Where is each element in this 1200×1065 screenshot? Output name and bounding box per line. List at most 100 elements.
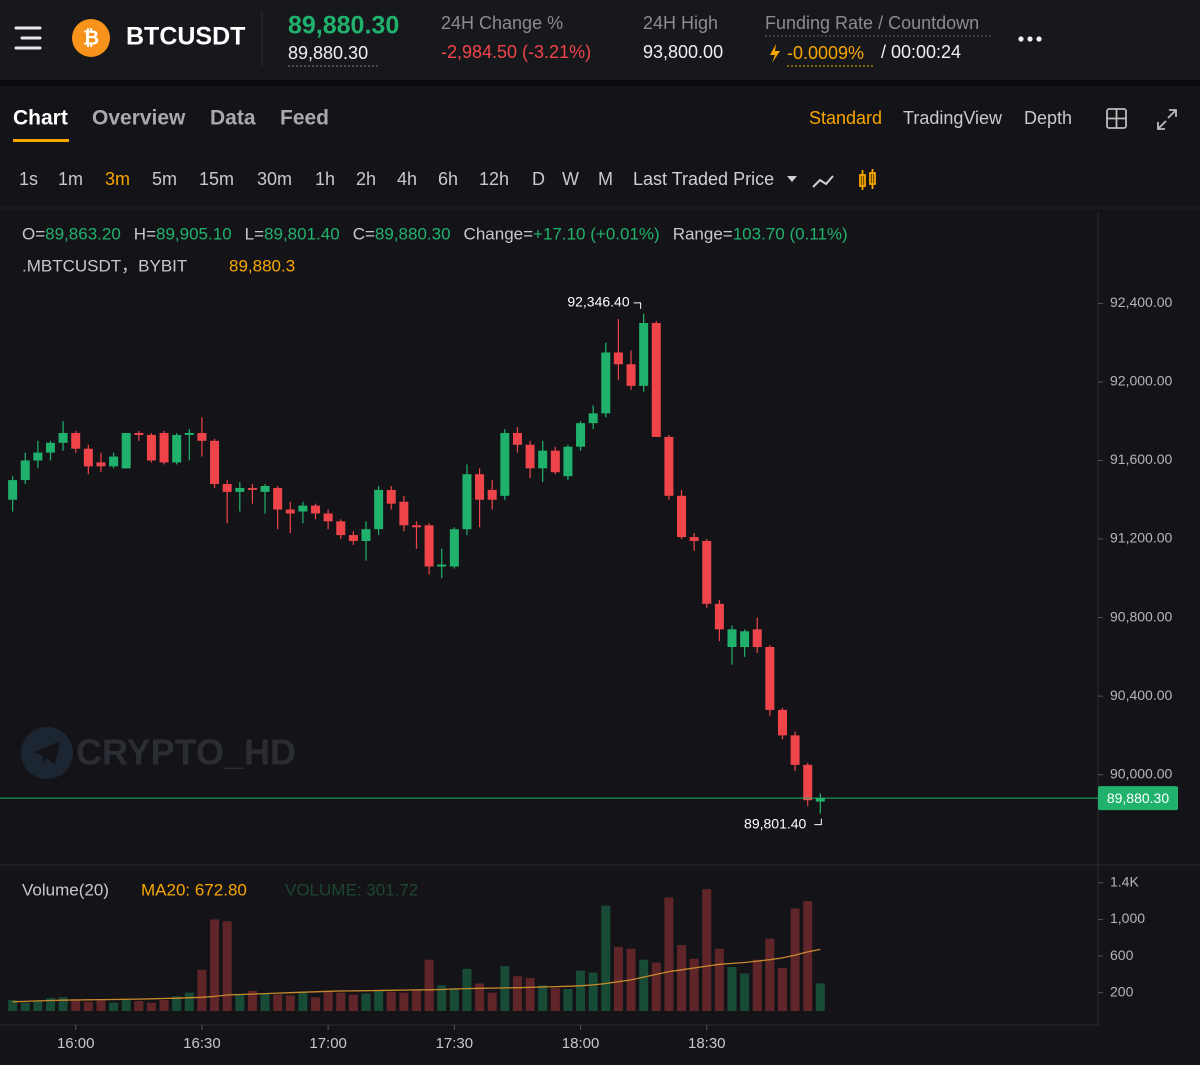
legend-value: 103.70 (0.11%) bbox=[733, 224, 848, 243]
menu-button[interactable] bbox=[14, 26, 42, 50]
funding-label: Funding Rate / Countdown bbox=[765, 13, 979, 33]
volume-ma-label: MA20: 672.80 bbox=[141, 880, 247, 899]
instrument: .MBTCUSDT，BYBIT bbox=[22, 256, 187, 275]
candle-body bbox=[437, 564, 447, 567]
interval[interactable]: 15m bbox=[199, 169, 234, 189]
candle-body bbox=[664, 436, 674, 496]
header-mark-price: 89,880.30 bbox=[288, 43, 368, 63]
candle-body bbox=[197, 432, 207, 441]
candle-body bbox=[601, 352, 611, 414]
interval[interactable]: W bbox=[562, 169, 579, 189]
tab[interactable]: Feed bbox=[280, 107, 329, 130]
y-tick-label: 90,000.00 bbox=[1110, 765, 1172, 781]
interval[interactable]: 1m bbox=[58, 169, 83, 189]
dot bbox=[1027, 36, 1033, 42]
volume-bar bbox=[664, 897, 674, 1011]
candle-body bbox=[815, 798, 825, 802]
view-mode[interactable]: Standard bbox=[809, 108, 882, 128]
legend-value: +17.10 (+0.01%) bbox=[533, 224, 660, 243]
volume-bar bbox=[8, 1000, 18, 1011]
volume-bar bbox=[311, 997, 321, 1011]
interval[interactable]: 1s bbox=[19, 169, 38, 189]
candle-body bbox=[462, 474, 472, 530]
volume-bar bbox=[790, 908, 800, 1011]
layout-button[interactable] bbox=[1106, 108, 1127, 129]
interval[interactable]: 1h bbox=[315, 169, 335, 189]
volume-bar bbox=[348, 994, 358, 1011]
volume-bar bbox=[71, 999, 81, 1011]
last-price-label: 89,880.30 bbox=[1107, 790, 1169, 806]
change-value: -2,984.50 (-3.21%) bbox=[441, 42, 591, 62]
volume-bar bbox=[538, 985, 548, 1011]
more-button[interactable] bbox=[1018, 36, 1042, 42]
tab[interactable]: Data bbox=[210, 107, 256, 130]
candle-body bbox=[323, 513, 333, 522]
volume-bar bbox=[247, 990, 257, 1011]
interval[interactable]: 4h bbox=[397, 169, 417, 189]
candle-body bbox=[45, 442, 55, 453]
fullscreen-button[interactable] bbox=[1157, 109, 1177, 130]
candle-body bbox=[134, 432, 144, 435]
tab[interactable]: Overview bbox=[92, 107, 186, 130]
interval[interactable]: D bbox=[532, 169, 545, 189]
view-mode[interactable]: TradingView bbox=[903, 108, 1003, 128]
volume-bar bbox=[235, 994, 245, 1011]
candle-icon[interactable] bbox=[859, 169, 876, 190]
x-tick-label: 16:00 bbox=[57, 1035, 95, 1052]
candle-body bbox=[172, 434, 182, 463]
high-marker bbox=[633, 302, 642, 309]
y-tick-label: 92,000.00 bbox=[1110, 373, 1172, 389]
high-label: 24H High bbox=[643, 13, 718, 33]
volume-bar bbox=[437, 985, 447, 1011]
candle-body bbox=[550, 450, 560, 473]
volume-bar bbox=[386, 991, 396, 1011]
interval[interactable]: 3m bbox=[105, 169, 130, 189]
dot bbox=[1018, 36, 1024, 42]
candle-body bbox=[727, 629, 737, 648]
volume-bar bbox=[563, 989, 573, 1011]
volume-bar bbox=[273, 994, 283, 1011]
interval[interactable]: 30m bbox=[257, 169, 292, 189]
volume-title: Volume(20) bbox=[22, 880, 109, 899]
line-chart-icon[interactable] bbox=[812, 175, 834, 188]
candle-body bbox=[20, 460, 30, 481]
y-tick-label: 91,200.00 bbox=[1110, 530, 1172, 546]
candle-body bbox=[500, 432, 510, 496]
tab-underline bbox=[13, 139, 69, 142]
header-last-price: 89,880.30 bbox=[288, 12, 399, 40]
volume-bar bbox=[323, 991, 333, 1011]
view-mode[interactable]: Depth bbox=[1024, 108, 1072, 128]
candle-body bbox=[96, 462, 106, 467]
candle-body bbox=[336, 521, 346, 536]
volume-bar bbox=[601, 905, 611, 1011]
tab[interactable]: Chart bbox=[13, 107, 68, 130]
candle-body bbox=[538, 450, 548, 469]
interval[interactable]: 2h bbox=[356, 169, 376, 189]
interval[interactable]: 12h bbox=[479, 169, 509, 189]
candle-body bbox=[576, 423, 586, 447]
intervals: 1s 1m 3m 5m 15m 30m 1h 2h 4h 6h 12h D W M bbox=[19, 169, 613, 189]
volume-bar bbox=[639, 959, 649, 1011]
candle-body bbox=[487, 489, 497, 500]
volume-bar bbox=[740, 973, 750, 1011]
volume-bar bbox=[197, 969, 207, 1011]
legend-key: Range= bbox=[673, 224, 733, 243]
high-marker-label: 92,346.40 bbox=[567, 294, 629, 310]
price-source[interactable]: Last Traded Price bbox=[633, 169, 774, 189]
volume-bar bbox=[298, 991, 308, 1011]
volume-bar bbox=[96, 1000, 106, 1011]
interval[interactable]: M bbox=[598, 169, 613, 189]
countdown: / 00:00:24 bbox=[881, 42, 961, 62]
symbol[interactable]: BTCUSDT bbox=[126, 23, 245, 51]
candle-body bbox=[58, 432, 68, 443]
candle-body bbox=[702, 540, 712, 604]
x-tick-label: 18:30 bbox=[688, 1035, 726, 1052]
candle-body bbox=[285, 509, 295, 514]
volume-bar bbox=[588, 972, 598, 1011]
volume-bar bbox=[20, 1002, 30, 1011]
candle-body bbox=[311, 505, 321, 514]
y2-tick-label: 1,000 bbox=[1110, 910, 1145, 926]
interval[interactable]: 6h bbox=[438, 169, 458, 189]
interval[interactable]: 5m bbox=[152, 169, 177, 189]
